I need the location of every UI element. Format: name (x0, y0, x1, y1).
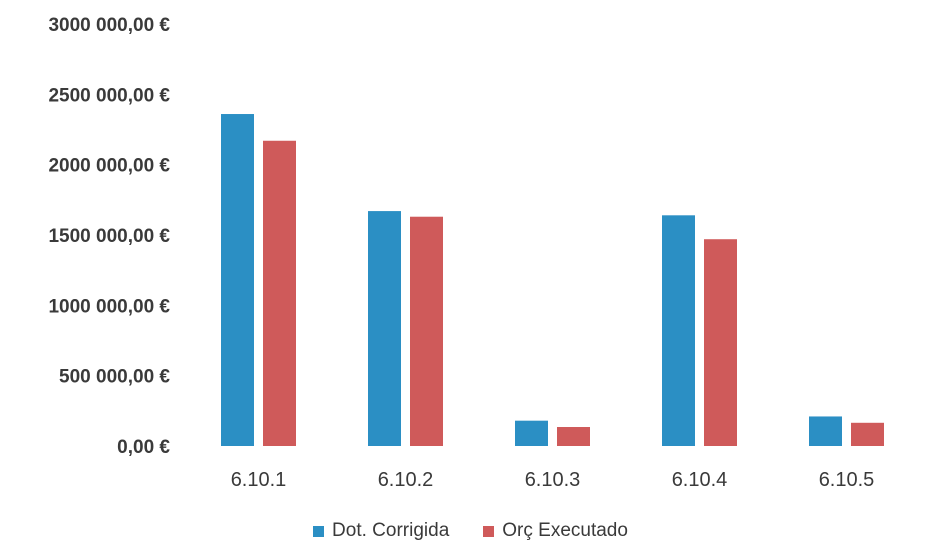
y-tick-label: 2000 000,00 € (48, 156, 170, 177)
bar-orc-executado-6.10.5 (851, 422, 884, 446)
y-tick-label: 1500 000,00 € (48, 226, 170, 247)
bar-dot-corrigida-6.10.2 (368, 211, 401, 446)
y-tick-label: 1000 000,00 € (48, 296, 170, 317)
bar-dot-corrigida-6.10.5 (809, 416, 842, 446)
legend: Dot. Corrigida Orç Executado (0, 520, 941, 542)
legend-item-dot-corrigida: Dot. Corrigida (313, 520, 449, 542)
legend-label-orc-executado: Orç Executado (502, 520, 628, 541)
x-tick-label: 6.10.1 (231, 469, 287, 491)
x-tick-label: 6.10.3 (525, 469, 581, 491)
y-tick-label: 3000 000,00 € (48, 15, 170, 36)
y-tick-label: 0,00 € (117, 437, 170, 458)
legend-item-orc-executado: Orç Executado (483, 520, 628, 542)
bar-orc-executado-6.10.1 (263, 140, 296, 446)
x-tick-label: 6.10.2 (378, 469, 434, 491)
bars (221, 114, 884, 446)
bar-orc-executado-6.10.2 (410, 216, 443, 446)
bar-orc-executado-6.10.4 (704, 239, 737, 446)
bar-dot-corrigida-6.10.1 (221, 114, 254, 446)
y-tick-label: 2500 000,00 € (48, 85, 170, 106)
bar-dot-corrigida-6.10.3 (515, 420, 548, 446)
x-tick-label: 6.10.5 (819, 469, 875, 491)
legend-swatch-dot-corrigida (313, 525, 325, 537)
y-tick-label: 500 000,00 € (59, 367, 170, 388)
bar-orc-executado-6.10.3 (557, 427, 590, 446)
x-tick-label: 6.10.4 (672, 469, 728, 491)
bar-dot-corrigida-6.10.4 (662, 215, 695, 446)
legend-swatch-orc-executado (483, 525, 495, 537)
legend-label-dot-corrigida: Dot. Corrigida (332, 520, 450, 541)
y-axis-labels: 0,00 € 500 000,00 € 1000 000,00 € 1500 000,… (48, 15, 170, 458)
x-axis-labels: 6.10.1 6.10.2 6.10.3 6.10.4 6.10.5 (231, 469, 875, 491)
